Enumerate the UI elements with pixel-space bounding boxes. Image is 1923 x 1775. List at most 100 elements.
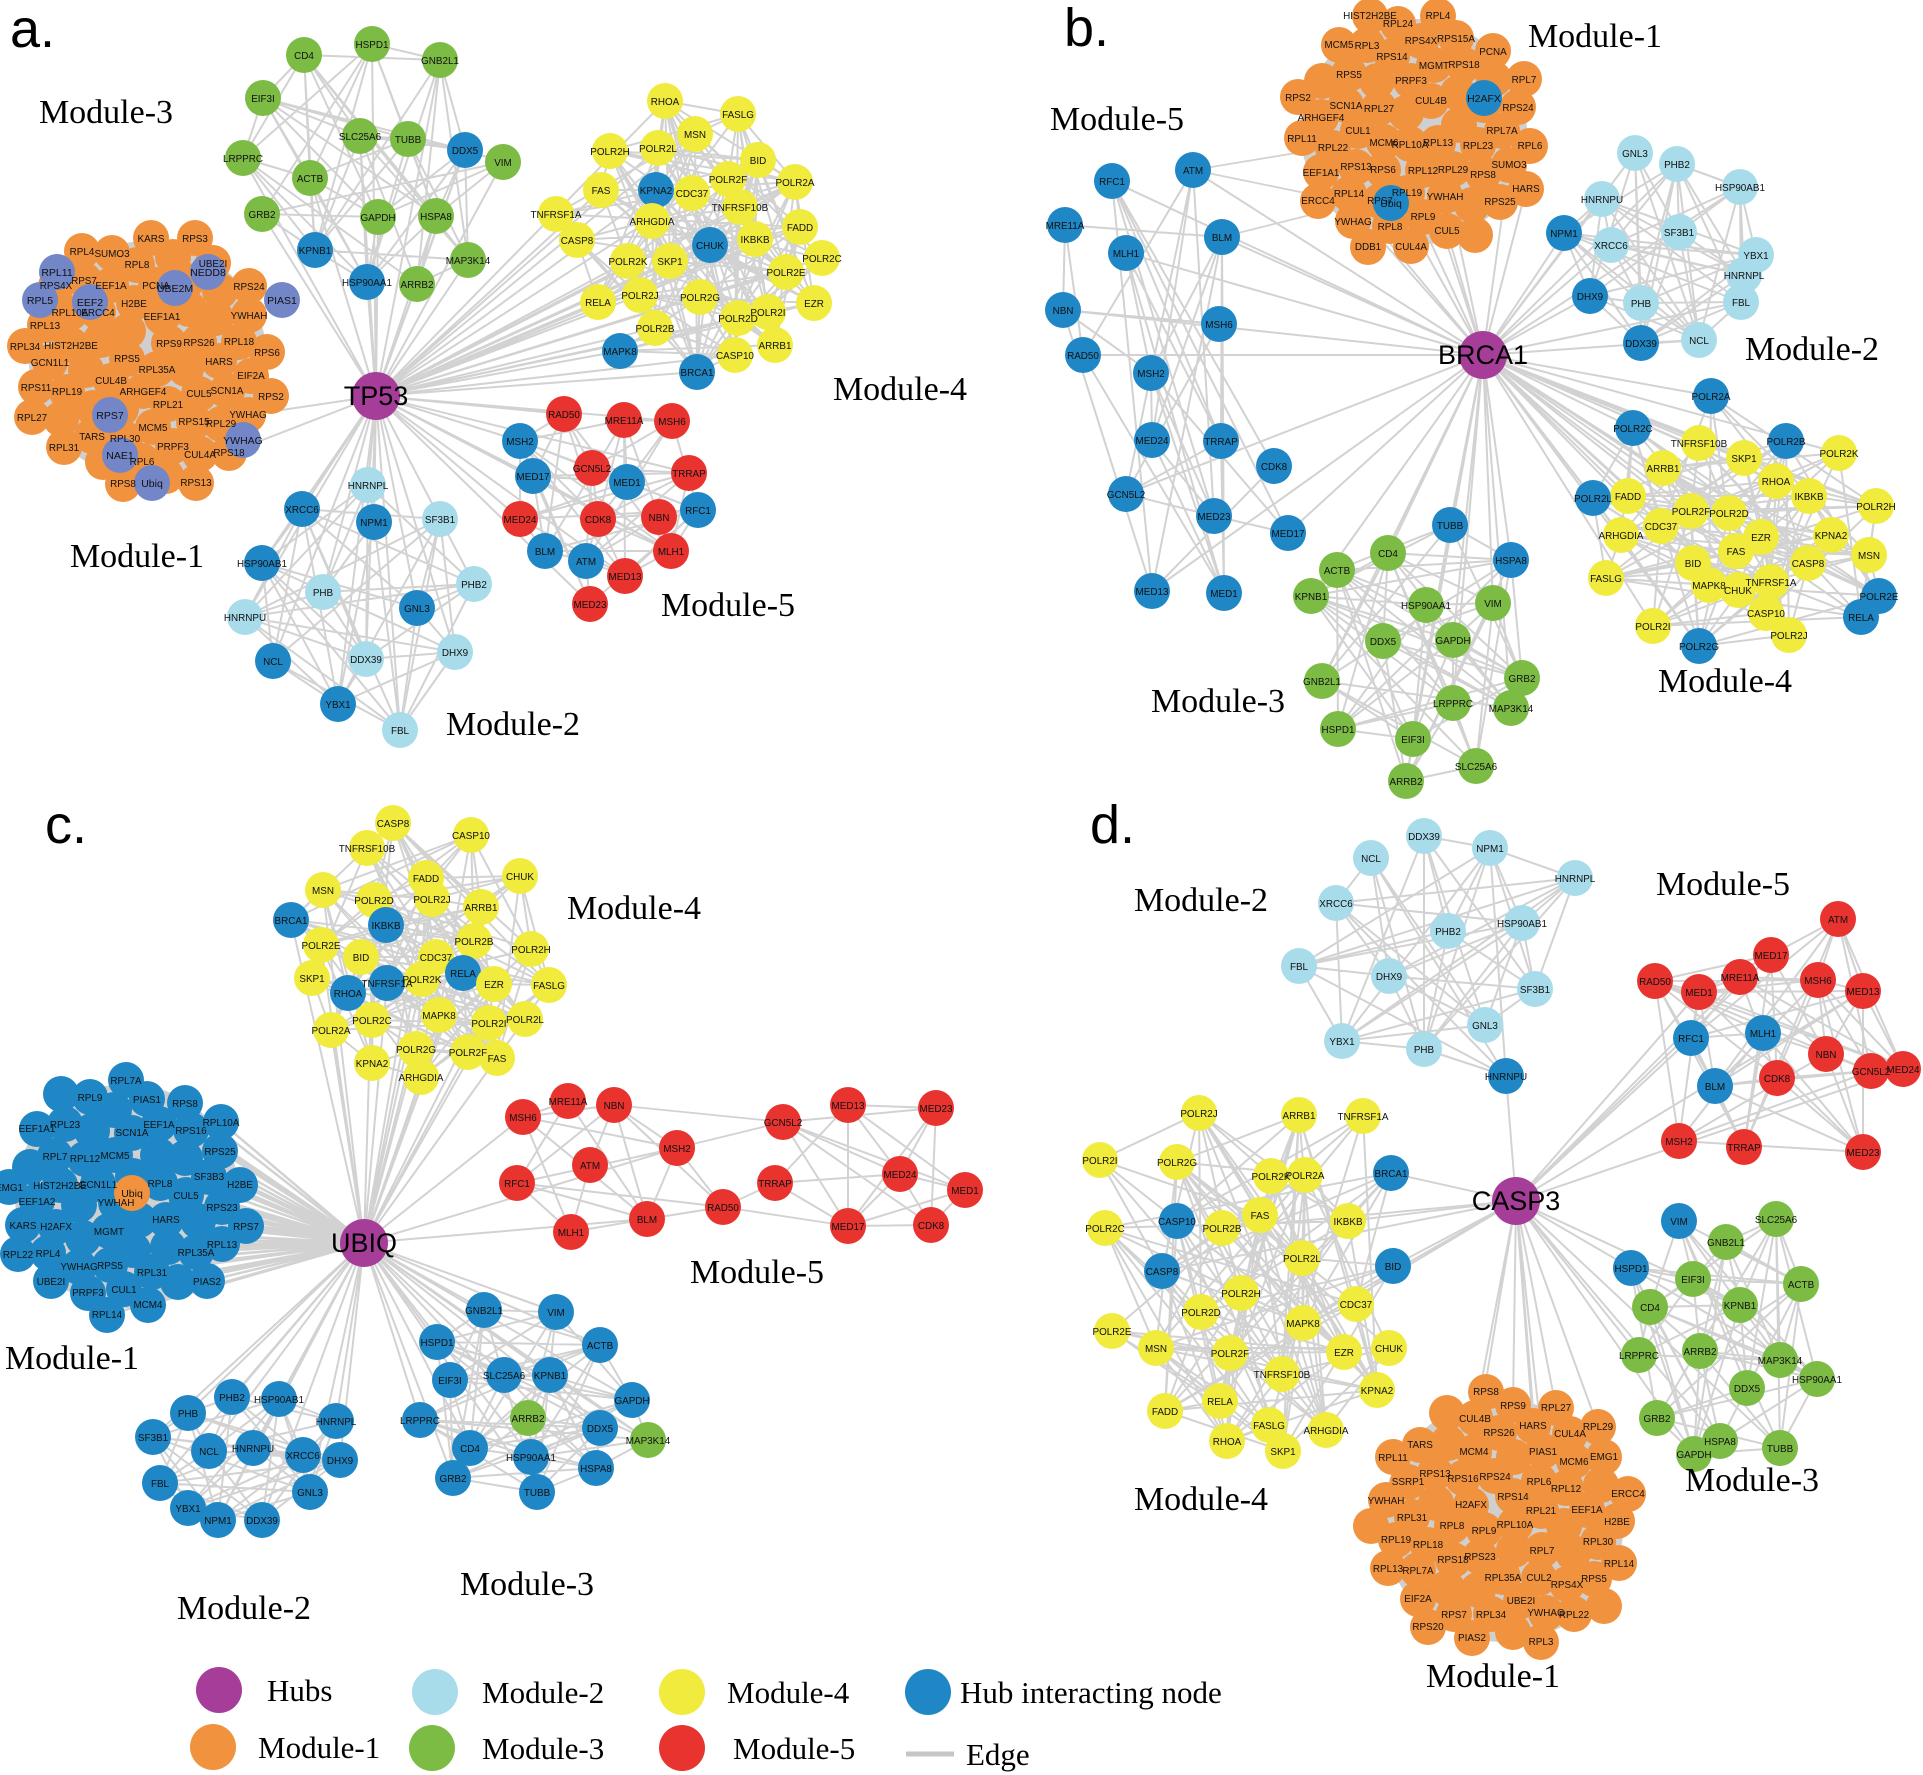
svg-text:MED23: MED23: [920, 1104, 953, 1115]
svg-text:FADD: FADD: [1615, 492, 1641, 503]
svg-text:PHB: PHB: [178, 1409, 199, 1420]
svg-text:Module-2: Module-2: [177, 1590, 311, 1627]
svg-text:POLR2A: POLR2A: [312, 1026, 351, 1037]
svg-text:GCN1L1: GCN1L1: [31, 358, 70, 369]
svg-text:Module-1: Module-1: [258, 1730, 380, 1765]
svg-text:POLR2H: POLR2H: [1221, 1289, 1261, 1300]
svg-text:PRPF3: PRPF3: [1395, 76, 1427, 87]
svg-text:GRB2: GRB2: [1509, 674, 1536, 685]
svg-text:PIAS1: PIAS1: [267, 295, 297, 307]
svg-text:KPNB1: KPNB1: [1724, 1301, 1757, 1312]
svg-text:TNFRSF1A: TNFRSF1A: [361, 979, 412, 990]
svg-text:CASP10: CASP10: [716, 351, 754, 362]
svg-text:POLR2B: POLR2B: [455, 937, 494, 948]
svg-text:UBE2I: UBE2I: [199, 259, 228, 270]
svg-text:POLR2K: POLR2K: [1252, 1172, 1291, 1183]
svg-text:RELA: RELA: [450, 969, 476, 980]
svg-text:MSN: MSN: [1858, 551, 1880, 562]
svg-text:VIM: VIM: [1484, 599, 1502, 610]
svg-text:MAP3K14: MAP3K14: [626, 1436, 671, 1447]
svg-text:BRCA1: BRCA1: [1438, 340, 1528, 370]
svg-text:ACTB: ACTB: [1788, 1280, 1815, 1291]
svg-text:RPL19: RPL19: [1392, 188, 1423, 199]
svg-text:CUL1: CUL1: [1345, 126, 1371, 137]
svg-text:Ubiq: Ubiq: [141, 478, 163, 490]
svg-text:FADD: FADD: [787, 223, 813, 234]
svg-text:RPL7A: RPL7A: [110, 1076, 142, 1087]
svg-text:MSH6: MSH6: [658, 417, 686, 428]
svg-text:KPNB1: KPNB1: [299, 246, 332, 257]
svg-text:Module-4: Module-4: [1658, 663, 1792, 700]
svg-text:SKP1: SKP1: [1270, 1447, 1296, 1458]
svg-text:EIF3I: EIF3I: [438, 1376, 462, 1387]
svg-text:b.: b.: [1064, 0, 1109, 58]
svg-text:FBL: FBL: [151, 1479, 170, 1490]
svg-text:RPS2: RPS2: [258, 392, 284, 403]
svg-text:HNRNPL: HNRNPL: [316, 1417, 357, 1428]
svg-text:HSP90AA1: HSP90AA1: [1792, 1375, 1842, 1386]
svg-text:ARHGDIA: ARHGDIA: [399, 1073, 444, 1084]
svg-text:HSP90AB1: HSP90AB1: [254, 1395, 304, 1406]
svg-text:HARS: HARS: [152, 1215, 180, 1226]
svg-text:CASP8: CASP8: [1792, 559, 1825, 570]
svg-text:RPS3: RPS3: [182, 234, 208, 245]
svg-text:POLR2C: POLR2C: [1085, 1224, 1125, 1235]
svg-text:Module-3: Module-3: [1151, 683, 1285, 720]
svg-text:YWHAG: YWHAG: [1334, 217, 1371, 228]
svg-text:RPL29: RPL29: [1438, 165, 1469, 176]
svg-text:CUL5: CUL5: [1434, 226, 1460, 237]
svg-text:DHX9: DHX9: [442, 648, 469, 659]
svg-text:DHX9: DHX9: [1577, 292, 1604, 303]
svg-text:DDB1: DDB1: [1355, 242, 1382, 253]
svg-text:RPS24: RPS24: [233, 282, 265, 293]
svg-text:MED17: MED17: [832, 1222, 865, 1233]
svg-text:ARHGDIA: ARHGDIA: [1304, 1426, 1349, 1437]
svg-text:EEF1A: EEF1A: [1571, 1505, 1603, 1516]
svg-text:CD4: CD4: [1640, 1303, 1660, 1314]
svg-text:Module-3: Module-3: [460, 1566, 594, 1603]
svg-text:Module-2: Module-2: [1134, 882, 1268, 919]
svg-text:PHB2: PHB2: [1664, 160, 1690, 171]
svg-text:HSPD1: HSPD1: [421, 1338, 454, 1349]
svg-text:DDX5: DDX5: [1370, 637, 1397, 648]
svg-text:VIM: VIM: [1670, 1217, 1688, 1228]
svg-text:YWHAH: YWHAH: [98, 1198, 135, 1209]
svg-text:GNL3: GNL3: [1622, 149, 1648, 160]
svg-text:HNRNPU: HNRNPU: [1581, 195, 1623, 206]
svg-text:LRPPRC: LRPPRC: [223, 154, 263, 165]
svg-text:FADD: FADD: [1152, 1407, 1178, 1418]
svg-text:MRE11A: MRE11A: [1721, 973, 1760, 984]
svg-text:MED23: MED23: [1847, 1148, 1880, 1159]
svg-text:POLR2K: POLR2K: [609, 257, 648, 268]
svg-text:RPL14: RPL14: [1604, 1559, 1635, 1570]
svg-text:MAPK8: MAPK8: [422, 1011, 456, 1022]
svg-text:EEF1A1: EEF1A1: [1303, 168, 1340, 179]
svg-text:GNB2L1: GNB2L1: [465, 1306, 503, 1317]
svg-text:RPS16: RPS16: [175, 1126, 207, 1137]
svg-text:RAD50: RAD50: [548, 410, 580, 421]
svg-text:HSP90AA1: HSP90AA1: [342, 278, 392, 289]
svg-text:RPL22: RPL22: [3, 1250, 33, 1261]
svg-text:CASP10: CASP10: [1747, 609, 1785, 620]
svg-text:POLR2H: POLR2H: [511, 945, 551, 956]
svg-text:MED13: MED13: [1136, 587, 1169, 598]
svg-text:EEF1A1: EEF1A1: [19, 1124, 56, 1135]
svg-text:Module-5: Module-5: [733, 1731, 855, 1766]
svg-text:RELA: RELA: [1848, 613, 1874, 624]
svg-text:Hubs: Hubs: [267, 1673, 332, 1708]
svg-text:EIF2A: EIF2A: [237, 371, 265, 382]
svg-text:HSP90AB1: HSP90AB1: [1497, 919, 1547, 930]
svg-text:TRRAP: TRRAP: [758, 1179, 792, 1190]
svg-text:MLH1: MLH1: [558, 1228, 585, 1239]
svg-text:RPS26: RPS26: [183, 338, 215, 349]
svg-text:RPL35A: RPL35A: [139, 365, 176, 376]
svg-text:POLR2D: POLR2D: [718, 314, 758, 325]
svg-text:ATM: ATM: [1828, 915, 1848, 926]
svg-text:SUMO3: SUMO3: [1491, 160, 1527, 171]
svg-text:TUBB: TUBB: [524, 1488, 551, 1499]
svg-text:CDK8: CDK8: [1764, 1074, 1791, 1085]
svg-text:KPNB1: KPNB1: [1295, 592, 1328, 603]
svg-text:RPL8: RPL8: [1378, 222, 1403, 233]
svg-text:GAPDH: GAPDH: [1435, 636, 1470, 647]
svg-text:RPL30: RPL30: [110, 434, 141, 445]
